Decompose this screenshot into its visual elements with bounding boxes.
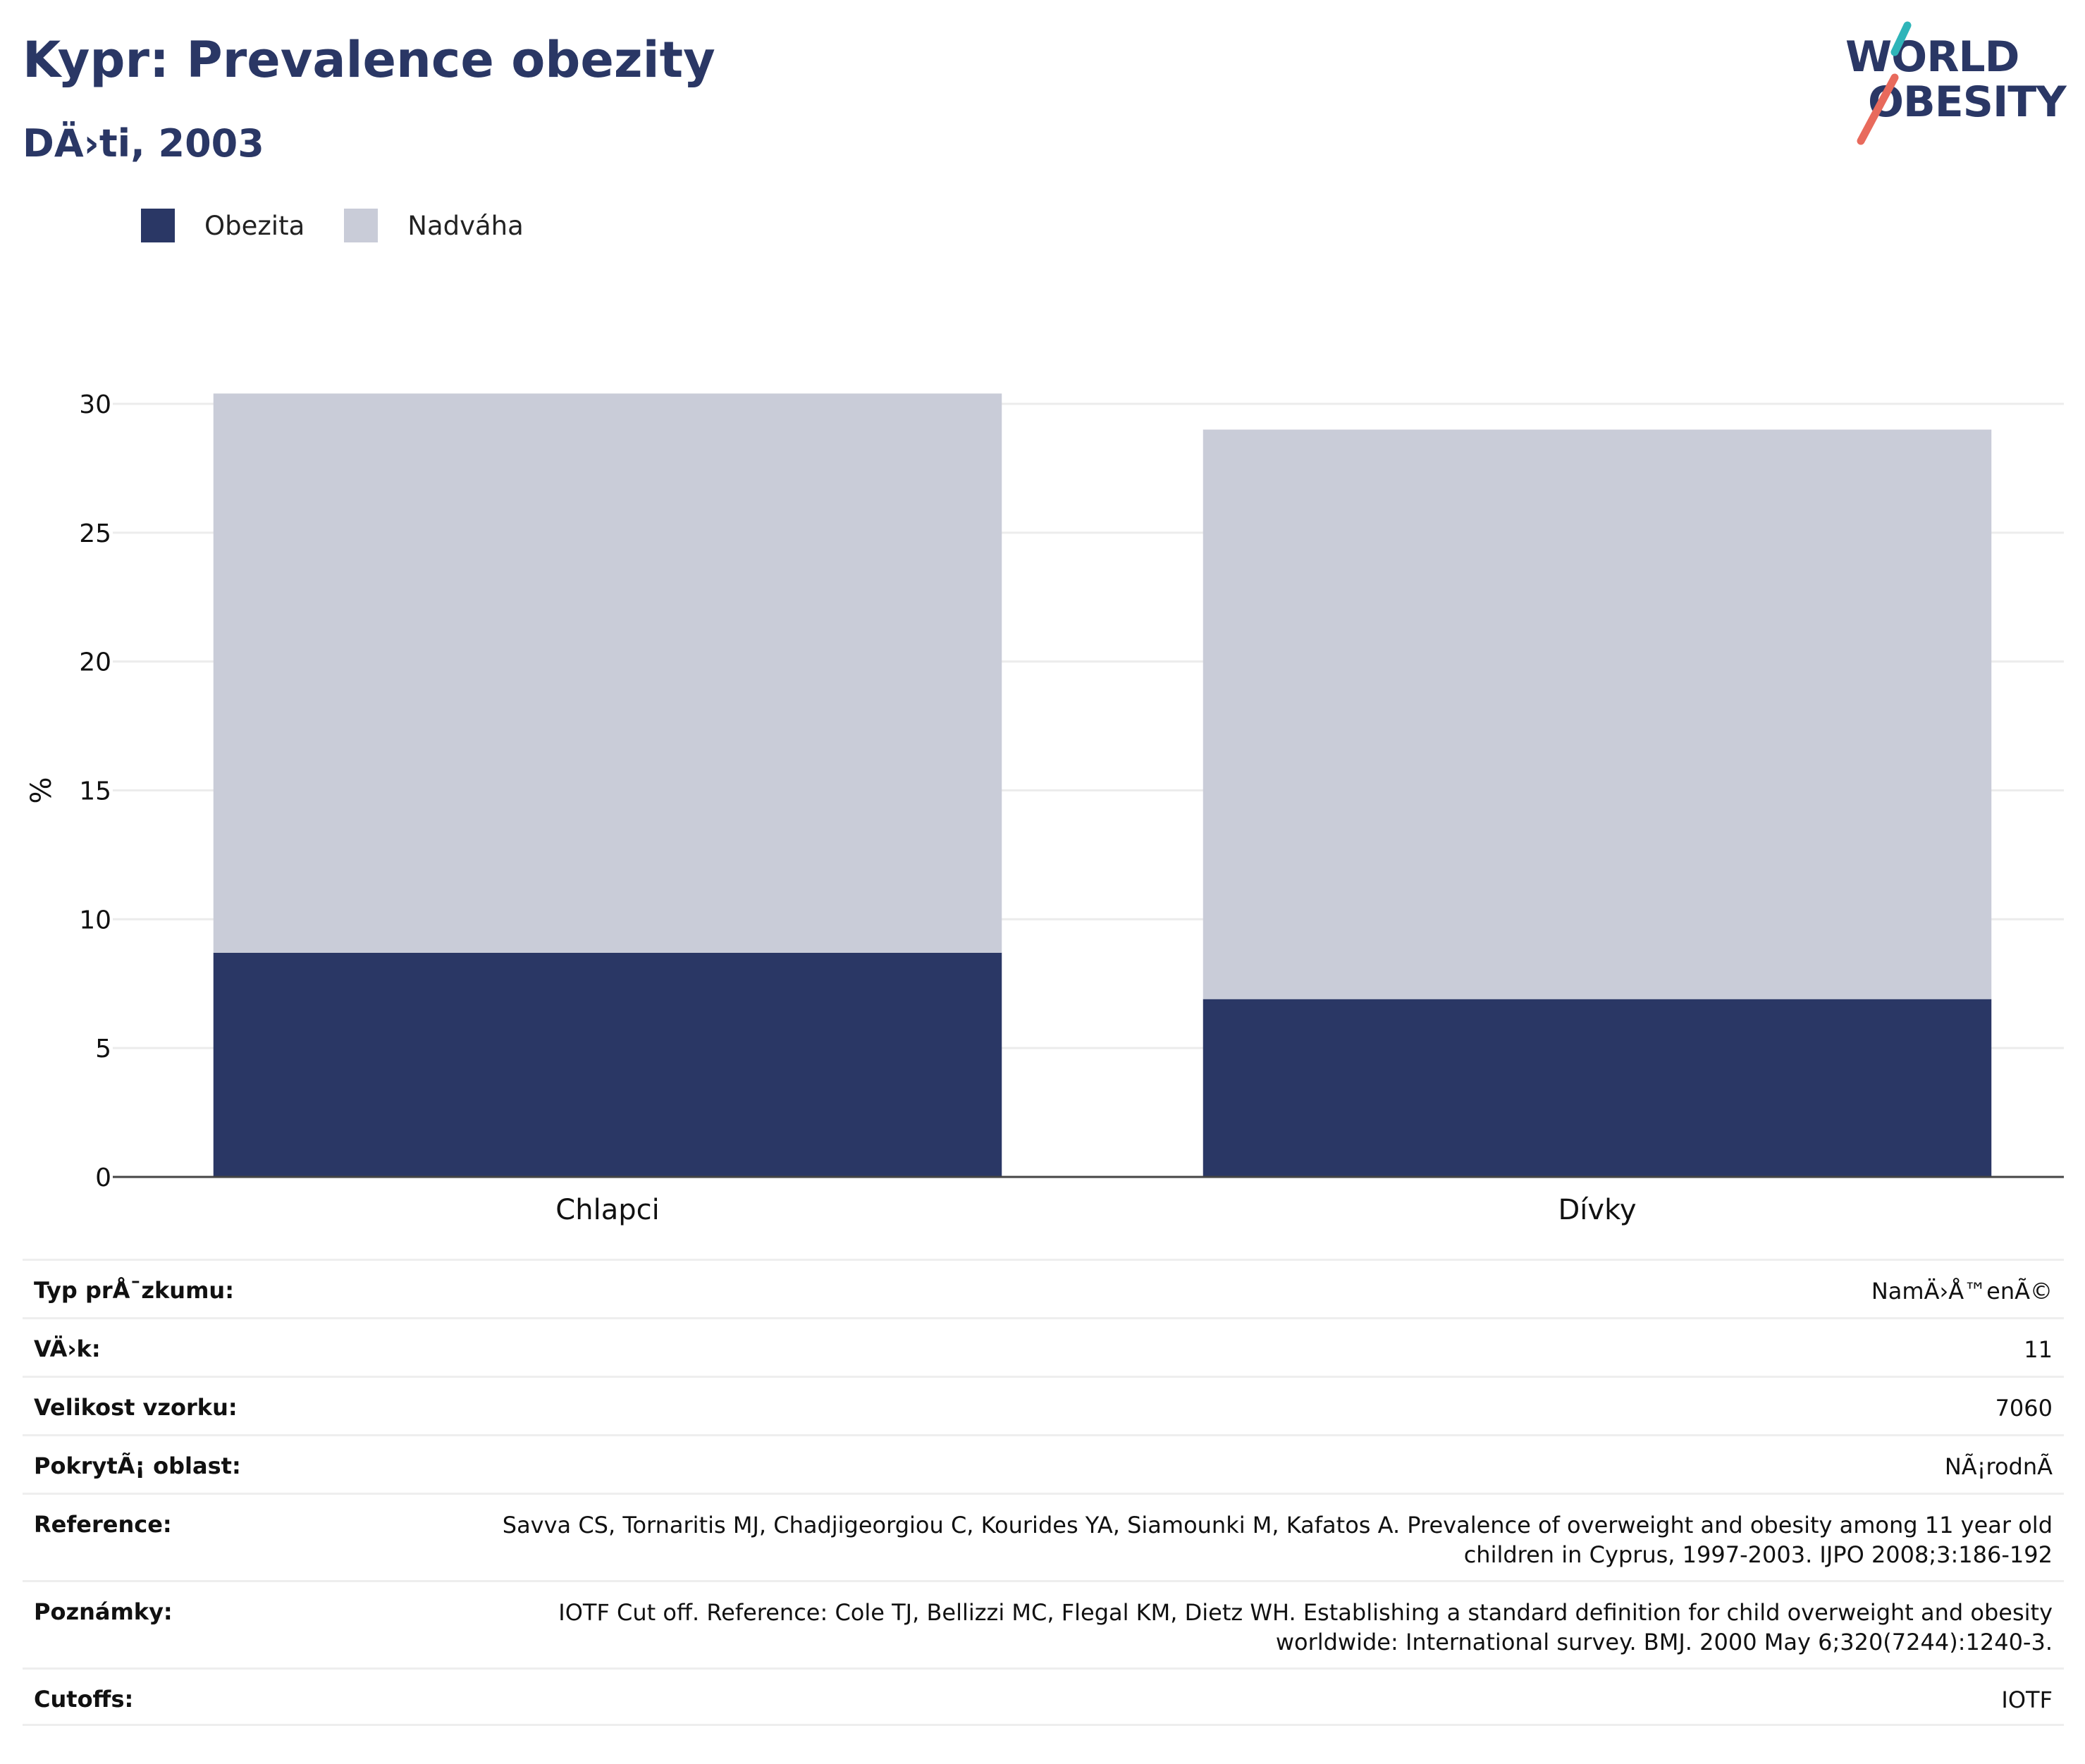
metadata-key: Cutoffs: — [34, 1686, 134, 1713]
metadata-value: 11 — [2024, 1336, 2053, 1363]
y-tick-label: 15 — [79, 777, 111, 806]
logo-line-1: WORLD — [1845, 32, 2019, 82]
legend-swatch-overweight — [344, 209, 379, 242]
y-tick-label: 10 — [79, 906, 111, 935]
bar-obesity-divky — [1203, 999, 1992, 1177]
y-tick-label: 20 — [79, 648, 111, 677]
metadata-row: Poznámky: IOTF Cut off. Reference: Cole T… — [23, 1580, 2064, 1667]
metadata-key: Poznámky: — [34, 1598, 173, 1625]
metadata-row: PokrytÃ¡ oblast: NÃ¡rodnÃ­ — [23, 1434, 2064, 1493]
x-tick-label: Dívky — [1558, 1194, 1637, 1226]
bar-overweight-divky — [1203, 429, 1992, 999]
metadata-key: Typ prÅ¯zkumu: — [34, 1277, 234, 1304]
metadata-key: Reference: — [34, 1511, 172, 1538]
legend-item-obesity[interactable]: Obezita — [141, 209, 305, 242]
legend-item-overweight[interactable]: Nadváha — [344, 209, 524, 242]
metadata-value: IOTF — [2001, 1686, 2053, 1713]
metadata-value: NamÄ›Å™enÃ© — [1871, 1278, 2053, 1305]
metadata-value: NÃ¡rodnÃ­ — [1944, 1453, 2053, 1480]
survey-metadata-table: Typ prÅ¯zkumu: NamÄ›Å™enÃ© VÄ›k: 11 Velikost… — [23, 1259, 2064, 1726]
page-subtitle: DÄ›ti, 2003 — [23, 121, 264, 166]
chart-legend: Obezita Nadváha — [141, 209, 563, 242]
metadata-row: Reference: Savva CS, Tornaritis MJ, Chadj… — [23, 1493, 2064, 1580]
x-tick-label: Chlapci — [555, 1194, 659, 1226]
metadata-value: Savva CS, Tornaritis MJ, Chadjigeorgiou … — [502, 1512, 2053, 1568]
y-axis-label: % — [25, 777, 58, 803]
metadata-row: Typ prÅ¯zkumu: NamÄ›Å™enÃ© — [23, 1259, 2064, 1317]
y-tick-label: 5 — [95, 1035, 111, 1063]
bar-overweight-chlapci — [213, 393, 1002, 953]
stacked-bar-chart: 0 5 10 15 20 25 30% Chlapci Dívky — [25, 390, 2064, 1226]
legend-label-overweight: Nadváha — [407, 210, 524, 241]
metadata-value: IOTF Cut off. Reference: Cole TJ, Belliz… — [558, 1599, 2053, 1655]
metadata-row: Velikost vzorku: 7060 — [23, 1376, 2064, 1434]
page-title: Kypr: Prevalence obezity — [23, 31, 715, 89]
legend-swatch-obesity — [141, 209, 175, 242]
y-tick-label: 25 — [79, 519, 111, 548]
world-obesity-logo: WORLD OBESITY — [1840, 21, 2072, 148]
bar-obesity-chlapci — [213, 952, 1002, 1177]
y-tick-label: 0 — [95, 1164, 111, 1192]
metadata-key: Velikost vzorku: — [34, 1394, 238, 1421]
metadata-key: VÄ›k: — [34, 1336, 101, 1362]
legend-label-obesity: Obezita — [204, 210, 305, 241]
y-tick-label: 30 — [79, 390, 111, 419]
logo-line-2: OBESITY — [1868, 78, 2067, 127]
metadata-row: Cutoffs: IOTF — [23, 1667, 2064, 1726]
logo-slash-icon — [1857, 21, 1912, 145]
metadata-value: 7060 — [1995, 1395, 2053, 1421]
metadata-key: PokrytÃ¡ oblast: — [34, 1452, 241, 1479]
metadata-row: VÄ›k: 11 — [23, 1317, 2064, 1376]
